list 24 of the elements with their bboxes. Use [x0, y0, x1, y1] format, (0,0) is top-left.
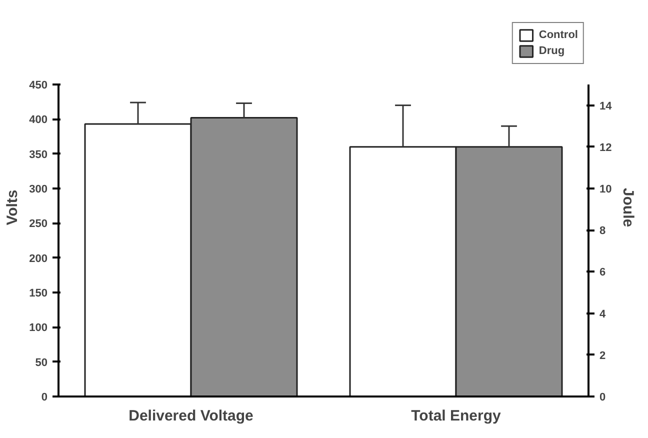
y2-tick-label: 2 [600, 350, 606, 362]
y2-tick-label: 14 [600, 100, 613, 112]
x-tick-label: Delivered Voltage [128, 408, 254, 424]
y-tick-label: 50 [35, 356, 48, 369]
legend-label: Control [538, 29, 578, 41]
y-tick-label: 200 [29, 252, 48, 265]
y2-tick-label: 6 [600, 266, 606, 279]
y2-tick-label: 10 [600, 184, 612, 196]
y-tick-label: 250 [29, 218, 48, 230]
y-tick-label: 400 [29, 114, 48, 126]
y2-tick-label: 12 [600, 142, 612, 154]
y-tick-label: 450 [29, 80, 48, 92]
y2-tick-label: 0 [600, 392, 606, 404]
y-tick-label: 0 [41, 392, 48, 404]
y-tick-label: 150 [29, 288, 48, 300]
y2-tick-label: 8 [600, 225, 606, 238]
y2-tick-label: 4 [600, 308, 606, 320]
y-axis-title: Volts [4, 190, 22, 226]
y-tick-label: 350 [29, 148, 48, 161]
y2-axis-title: Joule [620, 188, 637, 228]
y-tick-label: 100 [29, 322, 48, 334]
x-tick-label: Total Energy [411, 408, 502, 424]
y-tick-label: 300 [29, 184, 48, 196]
legend-label: Drug [538, 45, 565, 57]
